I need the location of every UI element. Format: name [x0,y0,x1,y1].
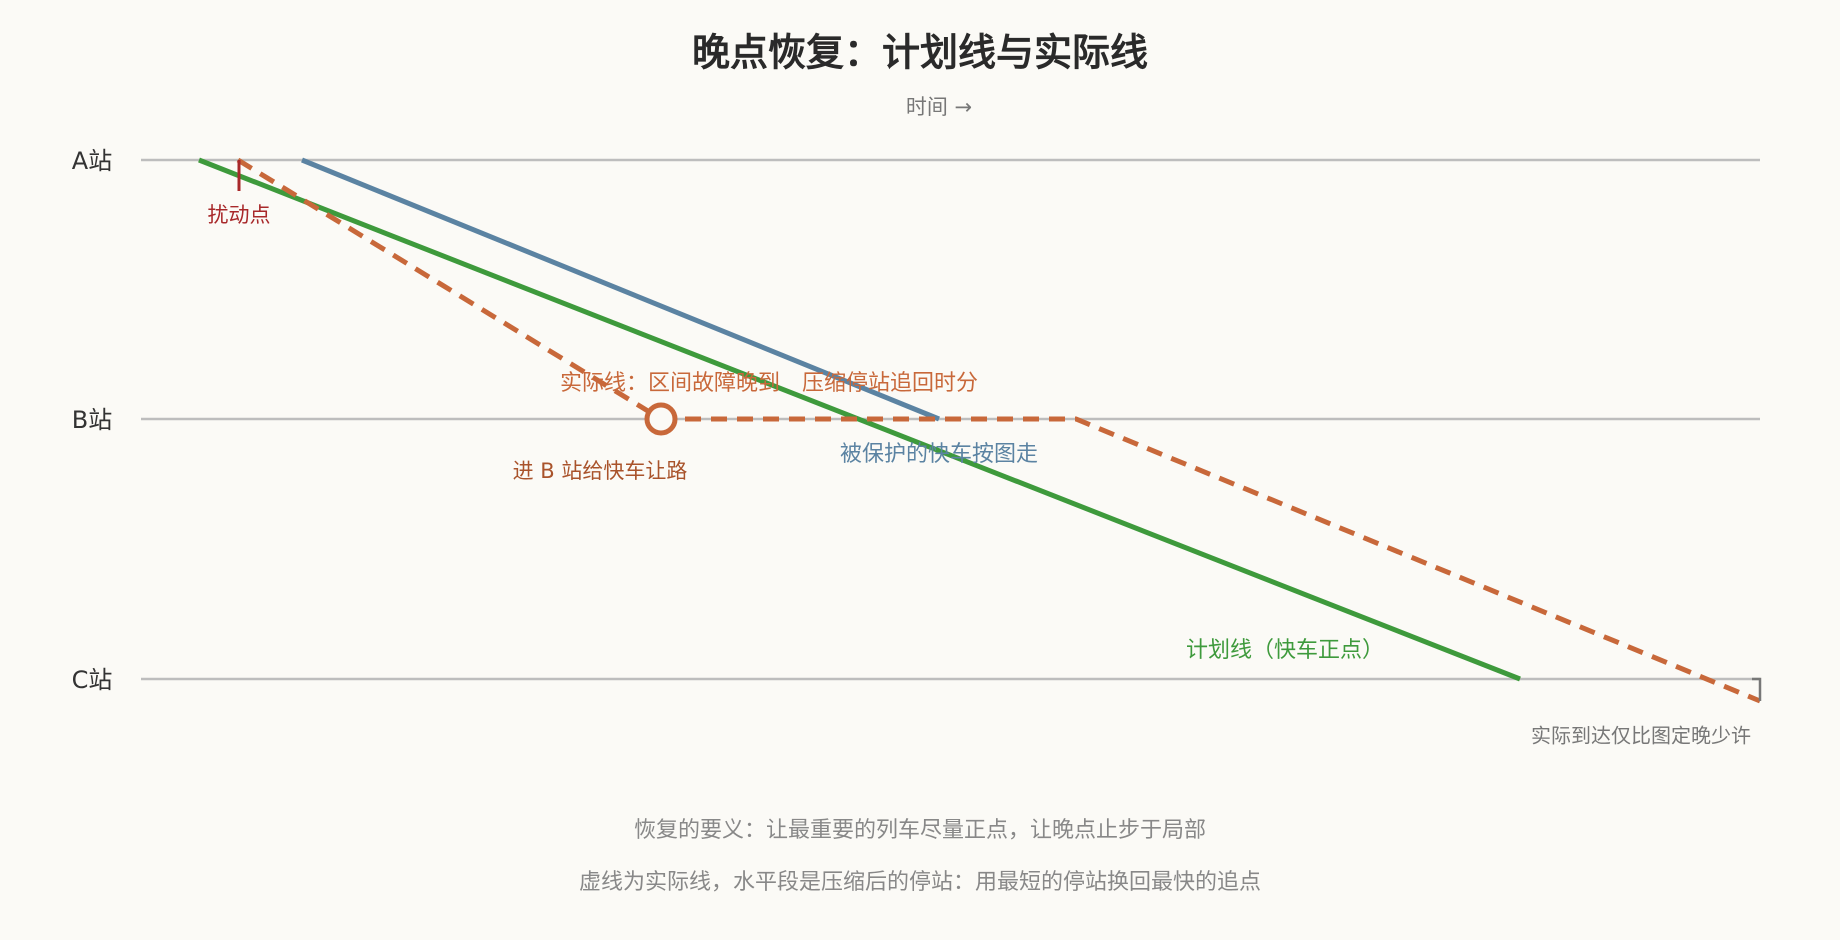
delay-bracket [1752,677,1762,701]
annotation: 实际线：区间故障晚到 压缩停站追回时分 [560,371,978,396]
annotation: 被保护的快车按图走 [840,442,1038,467]
annotation: 进 B 站给快车让路 [513,459,688,483]
annotation: 实际到达仅比图定晚少许 [1531,724,1751,748]
station-label: A站 [72,147,112,175]
time-axis-label: 时间 → [906,95,972,119]
title: 晚点恢复：计划线与实际线 [692,31,1148,75]
yield-point [644,402,678,436]
annotation: 扰动点 [208,203,271,227]
annotation: 计划线（快车正点） [1186,638,1384,663]
express-line [301,157,940,422]
footer-note: 虚线为实际线，水平段是压缩后的停站：用最短的停站换回最快的追点 [579,870,1261,895]
station-label: B站 [72,406,112,434]
station-label: C站 [72,666,113,694]
actual-line [236,157,1761,704]
plan-line [198,157,1521,682]
footer-note: 恢复的要义：让最重要的列车尽量正点，让晚点止步于局部 [634,818,1206,843]
